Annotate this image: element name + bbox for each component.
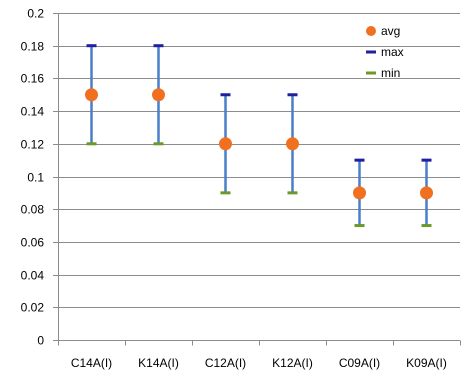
y-tick-label: 0.2 <box>27 7 44 21</box>
avg-marker <box>353 186 366 200</box>
x-tick-label: C14A(I) <box>71 356 112 370</box>
avg-marker <box>219 137 232 151</box>
x-tick-label: K09A(I) <box>406 356 447 370</box>
y-tick-label: 0.1 <box>27 171 44 185</box>
x-axis: C14A(I) K14A(I) C12A(I) K12A(I) C09A(I) K09A(… <box>58 340 461 370</box>
x-tick-label: K14A(I) <box>138 356 179 370</box>
legend-max-label: max <box>381 45 404 59</box>
y-axis: 0 0.02 0.04 0.06 0.08 0.1 0.12 0.14 0.16 0.18 0.2 <box>21 7 59 348</box>
y-tick-label: 0 <box>37 334 44 348</box>
y-tick-label: 0.08 <box>21 203 45 217</box>
y-tick-label: 0.18 <box>21 40 45 54</box>
legend-min-label: min <box>381 66 400 80</box>
y-tick-label: 0.06 <box>21 236 45 250</box>
legend-avg-label: avg <box>381 24 400 38</box>
error-bars <box>90 45 428 226</box>
avg-marker <box>85 88 98 102</box>
x-tick-label: C12A(I) <box>205 356 246 370</box>
markers <box>85 44 433 228</box>
y-tick-label: 0.02 <box>21 301 45 315</box>
y-tick-label: 0.12 <box>21 138 45 152</box>
y-tick-label: 0.16 <box>21 72 45 86</box>
avg-marker <box>286 137 299 151</box>
legend: avg max min <box>366 24 404 80</box>
avg-marker <box>420 186 433 200</box>
legend-avg-symbol <box>366 26 376 36</box>
x-tick-label: K12A(I) <box>272 356 313 370</box>
gridlines <box>58 13 460 308</box>
avg-marker <box>152 88 165 102</box>
x-tick-label: C09A(I) <box>339 356 380 370</box>
y-tick-label: 0.04 <box>21 269 45 283</box>
y-tick-label: 0.14 <box>21 105 45 119</box>
